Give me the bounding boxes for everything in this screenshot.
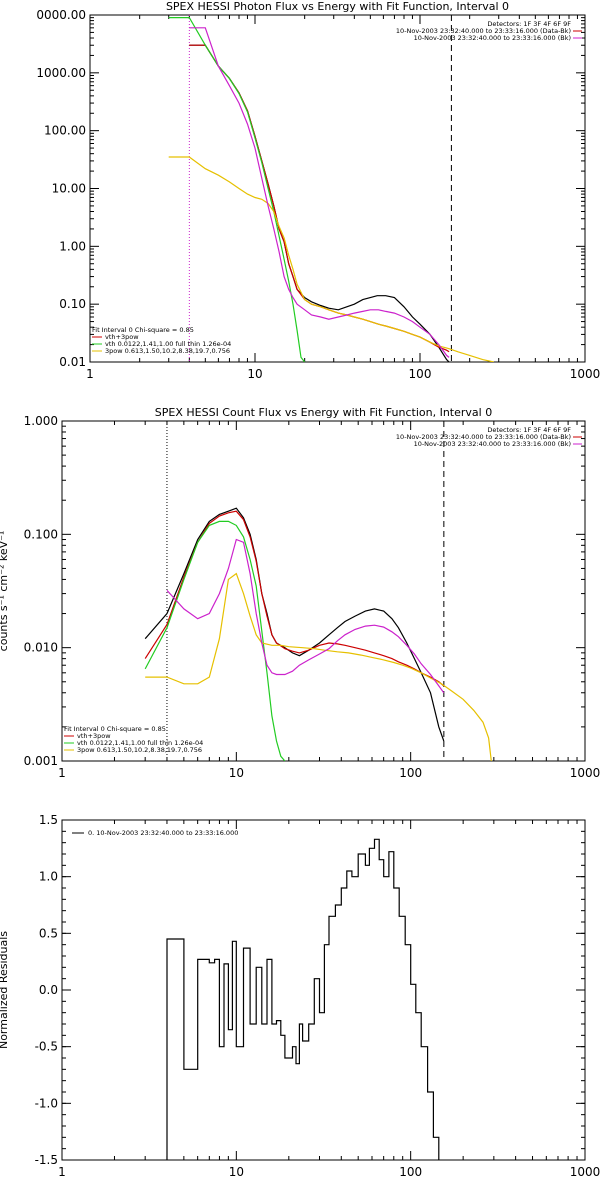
header-text: 10-Nov-2003 23:32:40.000 to 23:33:16.000… — [396, 27, 571, 35]
series-line-1 — [144, 510, 445, 687]
series-line-3 — [145, 572, 492, 761]
legend-text: vth 0.0122,1.41,1.00 full thin 1.26e-04 — [105, 340, 231, 348]
y-tick-label: 100.00 — [44, 124, 86, 138]
legend-text: Fit Interval 0 Chi-square = 0.85 — [64, 725, 166, 733]
series-line-0 — [189, 44, 450, 362]
header-text: 10-Nov-2003 23:32:40.000 to 23:33:16.000… — [396, 433, 571, 441]
y-tick-label: 0.5 — [39, 926, 58, 940]
y-tick-label: 1.0 — [39, 870, 58, 884]
y-tick-label: 10.00 — [52, 182, 86, 196]
series-line-0 — [166, 838, 440, 1160]
legend-text: vth+3pow — [105, 333, 139, 341]
x-tick-label: 1000 — [570, 766, 600, 780]
header-text: 10-Nov-2003 23:32:40.000 to 23:33:16.000… — [414, 34, 571, 42]
x-tick-label: 10 — [229, 1165, 244, 1179]
header-text: Detectors: 1F 3F 4F 6F 9F — [487, 20, 571, 28]
legend-text: Fit Interval 0 Chi-square = 0.85 — [92, 326, 194, 334]
series-line-4 — [189, 27, 450, 358]
x-tick-label: 100 — [399, 766, 422, 780]
series-line-2 — [168, 17, 306, 362]
series-line-3 — [168, 156, 494, 362]
y-tick-label: 0.0 — [39, 983, 58, 997]
x-tick-label: 1 — [58, 766, 66, 780]
plot-frame — [61, 420, 586, 762]
x-tick-label: 10 — [247, 367, 262, 381]
x-tick-label: 1000 — [570, 1165, 600, 1179]
y-tick-label: 0000.00 — [36, 8, 86, 22]
y-axis-label: Normalized Residuals — [0, 931, 10, 1049]
legend-text: vth+3pow — [77, 732, 111, 740]
legend-text: 3pow 0.613,1.50,10.2,8.38,19.7,0.756 — [77, 746, 202, 754]
y-tick-label: 0.010 — [24, 641, 58, 655]
y-tick-label: -1.0 — [35, 1096, 58, 1110]
header-text: 10-Nov-2003 23:32:40.000 to 23:33:16.000… — [414, 440, 571, 448]
chart-title: SPEX HESSI Photon Flux vs Energy with Fi… — [166, 0, 509, 13]
y-tick-label: 1000.00 — [36, 66, 86, 80]
y-tick-label: 0.001 — [24, 754, 58, 768]
x-tick-label: 1 — [86, 367, 94, 381]
y-tick-label: 0.10 — [59, 297, 86, 311]
series-line-4 — [166, 538, 445, 694]
series-line-2 — [144, 520, 286, 761]
x-tick-label: 1000 — [570, 367, 600, 381]
y-tick-label: 1.000 — [24, 414, 58, 428]
series-line-0 — [144, 507, 445, 742]
x-tick-label: 1 — [58, 1165, 66, 1179]
x-tick-label: 100 — [399, 1165, 422, 1179]
y-tick-label: 0.100 — [24, 527, 58, 541]
chart-panel-0: SPEX HESSI Photon Flux vs Energy with Fi… — [36, 0, 600, 381]
y-tick-label: 1.5 — [39, 813, 58, 827]
y-axis-label: counts s⁻¹ cm⁻² keV⁻¹ — [0, 531, 10, 652]
chart-title: SPEX HESSI Count Flux vs Energy with Fit… — [155, 406, 492, 419]
chart-panel-2: Normalized Residuals 1 10 100 1000 1.5 1.0 0.5 0… — [0, 813, 600, 1179]
x-tick-label: 100 — [409, 367, 432, 381]
y-tick-label: -0.5 — [35, 1040, 58, 1054]
legend-text: 3pow 0.613,1.50,10.2,8.38,19.7,0.756 — [105, 347, 230, 355]
x-tick-label: 10 — [229, 766, 244, 780]
legend-text: vth 0.0122,1.41,1.00 full thin 1.26e-04 — [77, 739, 203, 747]
y-tick-label: 1.00 — [59, 239, 86, 253]
plot-frame — [61, 819, 586, 1161]
y-tick-label: -1.5 — [35, 1153, 58, 1167]
header-text: Detectors: 1F 3F 4F 6F 9F — [487, 426, 571, 434]
legend-text: 0. 10-Nov-2003 23:32:40.000 to 23:33:16.… — [88, 829, 238, 837]
y-tick-label: 0.01 — [59, 355, 86, 369]
chart-panel-1: SPEX HESSI Count Flux vs Energy with Fit… — [0, 406, 600, 780]
